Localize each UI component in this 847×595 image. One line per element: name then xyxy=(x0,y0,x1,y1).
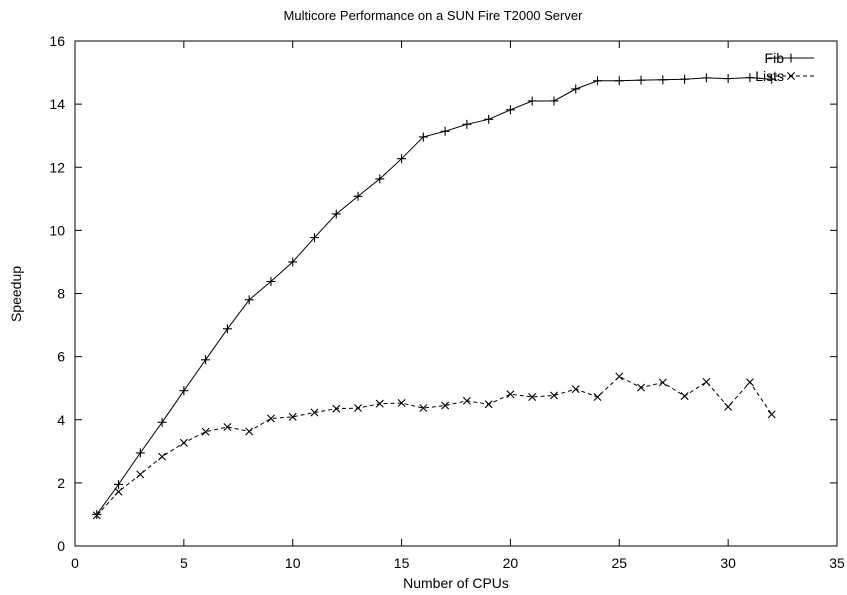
data-point-lists xyxy=(158,452,167,461)
data-point-fib xyxy=(527,96,537,106)
data-point-fib xyxy=(135,448,145,458)
data-point-fib xyxy=(397,154,407,164)
data-point-fib xyxy=(266,277,276,287)
x-tick-label: 5 xyxy=(180,555,188,571)
data-point-lists xyxy=(615,372,624,381)
data-point-fib xyxy=(571,84,581,94)
data-point-fib xyxy=(440,126,450,136)
data-point-fib xyxy=(222,324,232,334)
plot-area-frame xyxy=(74,40,838,547)
y-tick-label: 14 xyxy=(49,96,65,112)
data-point-fib xyxy=(549,96,559,106)
data-point-fib xyxy=(375,174,385,184)
data-point-lists xyxy=(397,399,406,408)
data-point-fib xyxy=(593,76,603,86)
data-point-fib xyxy=(745,73,755,83)
data-point-fib xyxy=(614,76,624,86)
y-tick-label: 10 xyxy=(49,222,65,238)
data-point-lists xyxy=(136,470,145,479)
axis-tick-labels: 0 5 10 15 20 25 30 35 0 2 4 6 8 10 12 14 16 xyxy=(49,33,845,571)
x-tick-label: 10 xyxy=(285,555,301,571)
y-tick-label: 12 xyxy=(49,159,65,175)
data-point-lists xyxy=(549,391,558,400)
data-point-fib xyxy=(157,417,167,427)
y-tick-label: 4 xyxy=(57,412,65,428)
x-tick-label: 35 xyxy=(829,555,845,571)
data-point-lists xyxy=(441,401,450,410)
data-point-fib xyxy=(505,105,515,115)
data-point-fib xyxy=(418,132,428,142)
data-point-lists xyxy=(637,383,646,392)
data-point-lists xyxy=(245,427,254,436)
data-point-lists xyxy=(114,487,123,496)
data-point-lists xyxy=(484,400,493,409)
data-point-fib xyxy=(288,257,298,267)
data-point-lists xyxy=(724,402,733,411)
data-point-lists xyxy=(419,404,428,413)
y-axis-label: Speedup xyxy=(8,266,24,322)
data-point-fib xyxy=(680,74,690,84)
data-point-lists xyxy=(571,385,580,394)
chart-title: Multicore Performance on a SUN Fire T200… xyxy=(284,8,584,23)
data-point-lists xyxy=(767,410,776,419)
data-point-fib xyxy=(179,386,189,396)
data-point-fib xyxy=(462,119,472,129)
x-tick-label: 30 xyxy=(720,555,736,571)
data-point-lists xyxy=(658,378,667,387)
data-point-fib xyxy=(92,509,102,519)
series-line-lists xyxy=(96,375,773,516)
data-point-lists xyxy=(680,392,689,401)
data-point-lists xyxy=(506,390,515,399)
data-point-fib xyxy=(201,355,211,365)
data-point-lists xyxy=(179,438,188,447)
series-lists xyxy=(92,372,776,520)
axis-ticks xyxy=(74,40,838,547)
data-point-lists xyxy=(288,412,297,421)
y-tick-label: 6 xyxy=(57,349,65,365)
series-layer xyxy=(92,73,777,520)
y-tick-label: 8 xyxy=(57,286,65,302)
data-point-fib xyxy=(309,233,319,243)
data-point-lists xyxy=(702,377,711,386)
y-tick-label: 2 xyxy=(57,475,65,491)
x-tick-label: 15 xyxy=(394,555,410,571)
data-point-lists xyxy=(528,393,537,402)
data-point-fib xyxy=(636,75,646,85)
data-point-fib xyxy=(331,209,341,219)
series-fib xyxy=(92,73,777,519)
data-point-lists xyxy=(223,423,232,431)
legend-marker-fib xyxy=(786,53,796,63)
x-tick-label: 0 xyxy=(71,555,79,571)
data-point-lists xyxy=(201,427,210,436)
data-point-lists xyxy=(310,408,319,417)
x-tick-label: 25 xyxy=(611,555,627,571)
x-axis-label: Number of CPUs xyxy=(403,575,509,591)
data-point-fib xyxy=(353,191,363,201)
data-point-fib xyxy=(723,74,733,84)
series-line-fib xyxy=(96,77,772,515)
data-point-lists xyxy=(266,414,275,423)
data-point-lists xyxy=(92,511,101,520)
y-tick-label: 0 xyxy=(57,538,65,554)
data-point-fib xyxy=(244,295,254,305)
data-point-fib xyxy=(484,114,494,124)
data-point-lists xyxy=(462,396,471,405)
data-point-lists xyxy=(745,378,754,387)
legend-marker-lists xyxy=(787,72,795,80)
data-point-lists xyxy=(375,399,384,408)
y-tick-label: 16 xyxy=(49,33,65,49)
data-point-fib xyxy=(114,479,124,489)
data-point-fib xyxy=(701,73,711,83)
data-point-lists xyxy=(332,404,341,413)
data-point-fib xyxy=(658,75,668,85)
data-point-lists xyxy=(593,393,602,402)
data-point-lists xyxy=(354,404,363,413)
x-tick-label: 20 xyxy=(503,555,519,571)
